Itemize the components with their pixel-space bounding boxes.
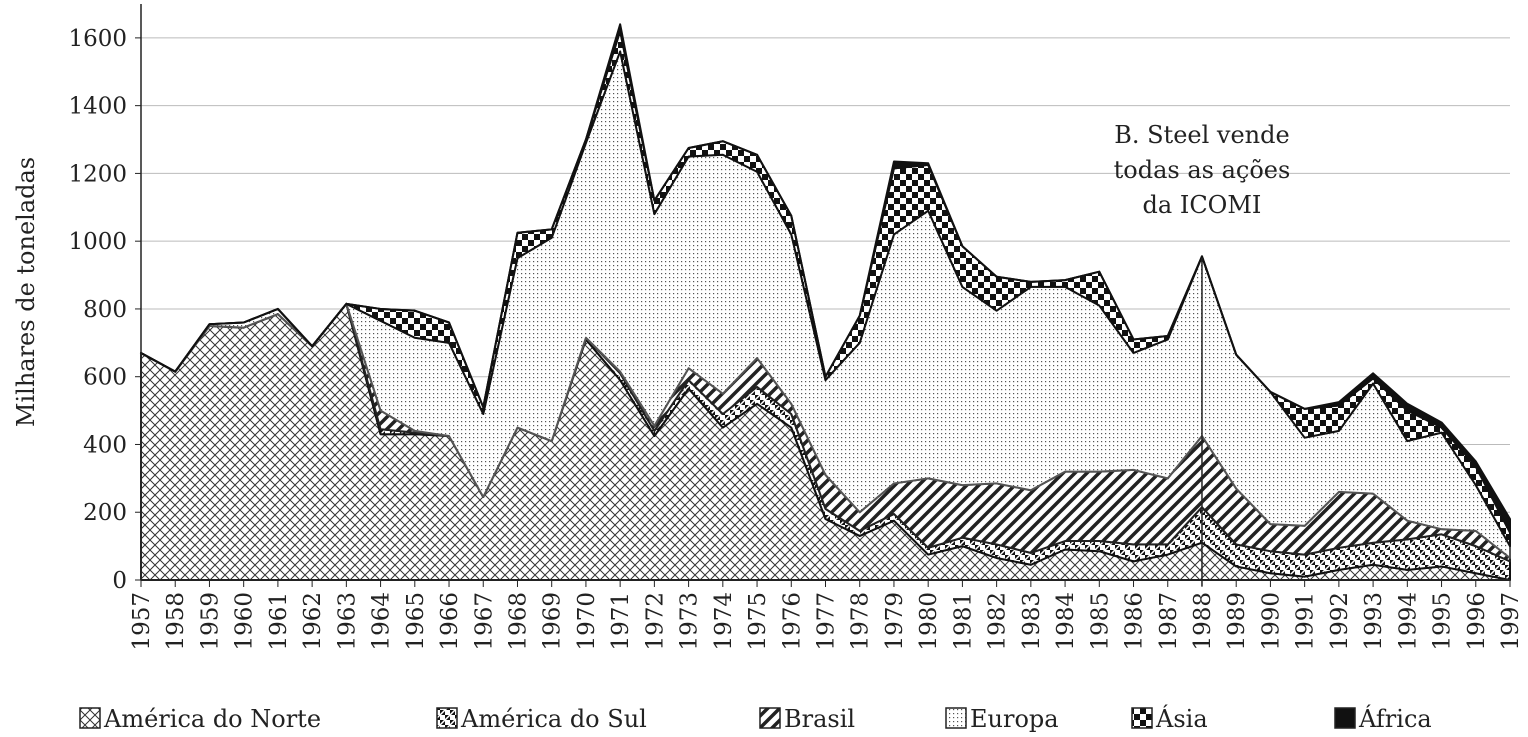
x-tick-label: 1987 — [1156, 592, 1182, 651]
x-tick-label: 1993 — [1361, 592, 1387, 651]
x-tick-label: 1976 — [779, 592, 805, 651]
y-tick-label: 600 — [83, 365, 127, 391]
x-tick-label: 1961 — [266, 592, 292, 651]
x-tick-label: 1986 — [1122, 592, 1148, 651]
legend-item: Europa — [945, 705, 1059, 733]
x-tick-label: 1958 — [163, 592, 189, 651]
x-tick-label: 1960 — [232, 592, 258, 651]
y-axis-label: Milhares de toneladas — [12, 157, 40, 427]
x-tick-label: 1997 — [1498, 592, 1524, 651]
legend-item: América do Norte — [79, 705, 321, 733]
legend-label: América do Norte — [103, 705, 321, 733]
x-tick-label: 1967 — [471, 592, 497, 651]
x-tick-label: 1990 — [1258, 592, 1284, 651]
legend-swatch — [945, 707, 967, 729]
legend-label: Brasil — [784, 705, 855, 733]
x-tick-label: 1995 — [1430, 592, 1456, 651]
legend-item: África — [1334, 704, 1432, 733]
legend-label: Ásia — [1155, 704, 1208, 733]
x-tick-label: 1984 — [1053, 592, 1079, 651]
x-tick-label: 1972 — [642, 592, 668, 651]
x-tick-label: 1985 — [1087, 592, 1113, 651]
x-tick-label: 1973 — [677, 592, 703, 651]
y-tick-label: 200 — [83, 500, 127, 526]
legend-item: Brasil — [759, 705, 855, 733]
y-tick-label: 800 — [83, 297, 127, 323]
area — [140, 23, 1511, 534]
legend-swatch — [759, 707, 781, 729]
x-tick-label: 1982 — [985, 592, 1011, 651]
legend-label: América do Sul — [460, 705, 647, 733]
x-tick-label: 1980 — [916, 592, 942, 651]
legend-swatch — [79, 707, 101, 729]
x-tick-label: 1968 — [505, 592, 531, 651]
x-tick-label: 1994 — [1395, 592, 1421, 651]
x-tick-label: 1970 — [574, 592, 600, 651]
x-tick-label: 1979 — [882, 592, 908, 651]
x-tick-label: 1977 — [814, 592, 840, 651]
x-tick-label: 1959 — [197, 592, 223, 651]
x-tick-label: 1989 — [1224, 592, 1250, 651]
x-tick-label: 1971 — [608, 592, 634, 651]
legend-item: América do Sul — [436, 705, 647, 733]
x-tick-label: 1969 — [540, 592, 566, 651]
y-tick-label: 1600 — [68, 26, 127, 52]
x-tick-label: 1963 — [334, 592, 360, 651]
x-tick-label: 1978 — [848, 592, 874, 651]
legend-item: Ásia — [1131, 704, 1208, 733]
legend-swatch — [436, 707, 458, 729]
annotation-text: da ICOMI — [1143, 191, 1262, 219]
x-tick-label: 1975 — [745, 592, 771, 651]
y-tick-label: 400 — [83, 432, 127, 458]
legend-swatch — [1334, 707, 1356, 729]
x-tick-label: 1983 — [1019, 592, 1045, 651]
y-tick-label: 0 — [112, 568, 127, 594]
x-tick-label: 1992 — [1327, 592, 1353, 651]
x-tick-label: 1988 — [1190, 592, 1216, 651]
x-tick-label: 1974 — [711, 592, 737, 651]
x-tick-label: 1996 — [1464, 592, 1490, 651]
y-tick-label: 1400 — [68, 94, 127, 120]
x-tick-label: 1957 — [129, 592, 155, 651]
legend-label: Europa — [970, 705, 1059, 733]
x-tick-label: 1964 — [369, 592, 395, 651]
x-tick-label: 1991 — [1293, 592, 1319, 651]
x-tick-label: 1981 — [950, 592, 976, 651]
x-tick-label: 1962 — [300, 592, 326, 651]
x-tick-label: 1966 — [437, 592, 463, 651]
annotation-text: B. Steel vende — [1114, 121, 1289, 149]
y-tick-label: 1000 — [68, 229, 127, 255]
x-tick-label: 1965 — [403, 592, 429, 651]
annotation-text: todas as ações — [1114, 156, 1291, 184]
legend-label: África — [1358, 704, 1432, 733]
legend-swatch — [1131, 707, 1153, 729]
y-tick-label: 1200 — [68, 161, 127, 187]
